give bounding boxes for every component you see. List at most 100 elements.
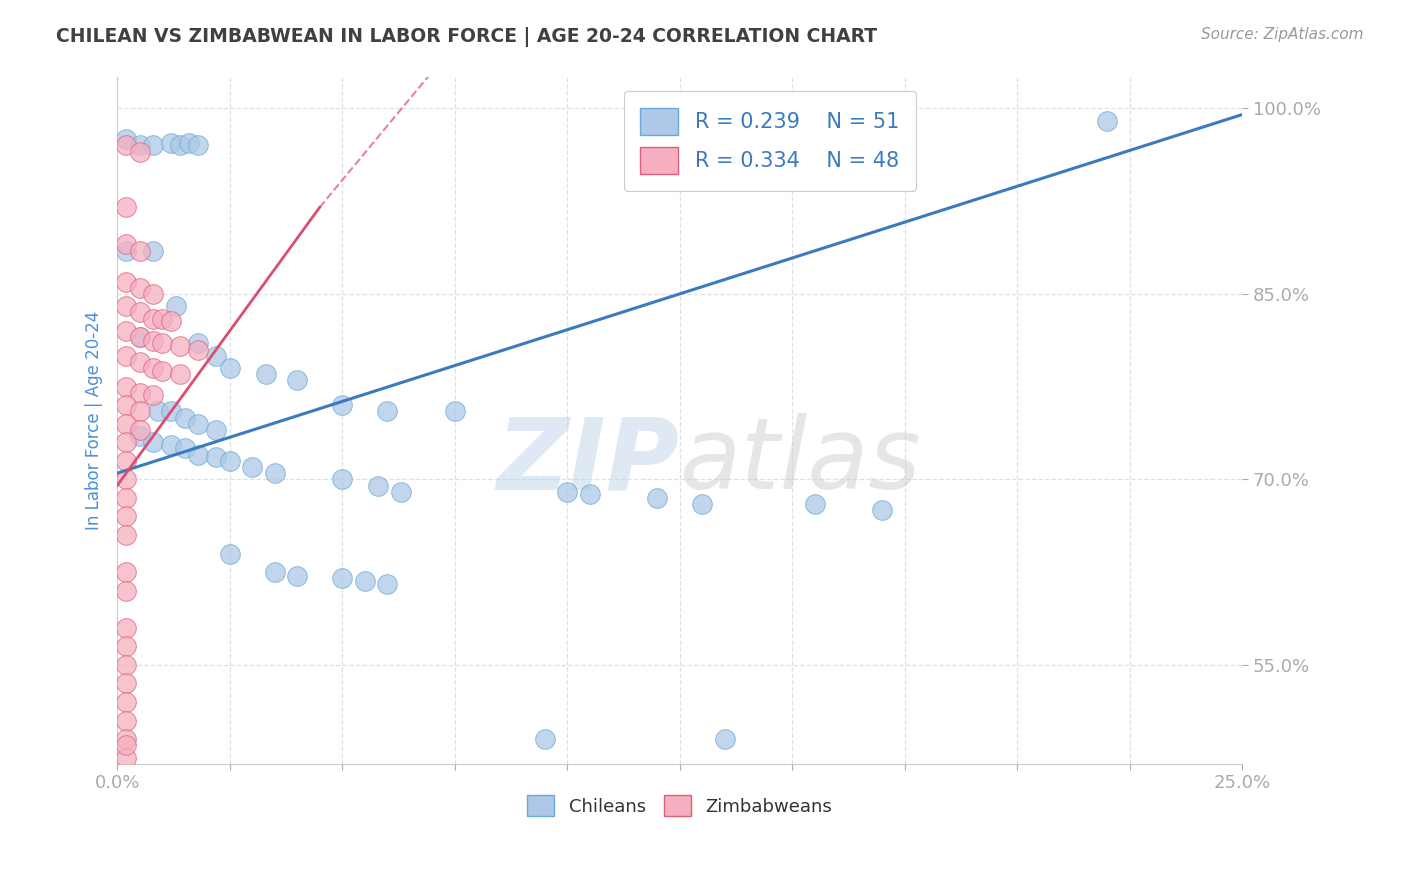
Point xyxy=(128,423,150,437)
Point xyxy=(254,368,277,382)
Point xyxy=(115,417,138,431)
Point xyxy=(128,330,150,344)
Point xyxy=(150,363,173,377)
Point xyxy=(160,438,183,452)
Point xyxy=(128,385,150,400)
Point xyxy=(128,330,150,344)
Point xyxy=(128,305,150,319)
Text: Source: ZipAtlas.com: Source: ZipAtlas.com xyxy=(1201,27,1364,42)
Point xyxy=(263,466,285,480)
Point xyxy=(205,450,228,464)
Point xyxy=(205,423,228,437)
Point xyxy=(115,583,138,598)
Point xyxy=(187,336,209,351)
Point xyxy=(330,472,353,486)
Point xyxy=(285,569,308,583)
Point xyxy=(533,732,555,747)
Point xyxy=(240,460,263,475)
Point xyxy=(128,138,150,153)
Point xyxy=(115,640,138,654)
Point xyxy=(205,349,228,363)
Point xyxy=(142,435,165,450)
Point xyxy=(218,361,240,376)
Point xyxy=(115,299,138,313)
Point xyxy=(115,509,138,524)
Point xyxy=(142,388,165,402)
Text: atlas: atlas xyxy=(679,413,921,510)
Point xyxy=(169,368,191,382)
Point xyxy=(187,343,209,357)
Point xyxy=(128,145,150,159)
Point xyxy=(115,324,138,338)
Point xyxy=(218,454,240,468)
Point xyxy=(115,379,138,393)
Point xyxy=(142,361,165,376)
Point xyxy=(142,244,165,258)
Point xyxy=(115,565,138,579)
Point xyxy=(142,311,165,326)
Point xyxy=(115,132,138,146)
Point xyxy=(115,454,138,468)
Point xyxy=(187,448,209,462)
Text: ZIP: ZIP xyxy=(496,413,679,510)
Point xyxy=(115,237,138,252)
Point xyxy=(115,695,138,709)
Text: CHILEAN VS ZIMBABWEAN IN LABOR FORCE | AGE 20-24 CORRELATION CHART: CHILEAN VS ZIMBABWEAN IN LABOR FORCE | A… xyxy=(56,27,877,46)
Point xyxy=(1097,113,1119,128)
Point xyxy=(187,138,209,153)
Point xyxy=(173,442,195,456)
Point xyxy=(160,404,183,418)
Point xyxy=(645,491,668,505)
Point xyxy=(218,547,240,561)
Point xyxy=(173,410,195,425)
Legend: Chileans, Zimbabweans: Chileans, Zimbabweans xyxy=(520,789,839,823)
Point xyxy=(389,484,412,499)
Point xyxy=(142,286,165,301)
Point xyxy=(150,336,173,351)
Point xyxy=(115,676,138,690)
Point xyxy=(115,200,138,214)
Point xyxy=(285,374,308,388)
Point xyxy=(128,281,150,295)
Point xyxy=(169,138,191,153)
Point xyxy=(115,714,138,728)
Point xyxy=(803,497,825,511)
Point xyxy=(330,571,353,585)
Point xyxy=(160,314,183,328)
Point xyxy=(115,244,138,258)
Point xyxy=(330,398,353,412)
Y-axis label: In Labor Force | Age 20-24: In Labor Force | Age 20-24 xyxy=(86,311,103,530)
Point xyxy=(115,398,138,412)
Point xyxy=(128,355,150,369)
Point xyxy=(367,478,389,492)
Point xyxy=(142,138,165,153)
Point xyxy=(115,275,138,289)
Point xyxy=(115,491,138,505)
Point xyxy=(375,404,398,418)
Point xyxy=(187,417,209,431)
Point xyxy=(578,487,600,501)
Point xyxy=(713,732,735,747)
Point xyxy=(128,429,150,443)
Point xyxy=(169,339,191,353)
Point xyxy=(160,136,183,150)
Point xyxy=(115,349,138,363)
Point xyxy=(115,138,138,153)
Point xyxy=(353,574,375,588)
Point xyxy=(115,528,138,542)
Point xyxy=(150,311,173,326)
Point xyxy=(128,404,150,418)
Point xyxy=(263,565,285,579)
Point xyxy=(690,497,713,511)
Point xyxy=(142,334,165,348)
Point xyxy=(870,503,893,517)
Point xyxy=(128,244,150,258)
Point xyxy=(443,404,465,418)
Point xyxy=(115,732,138,747)
Point xyxy=(115,657,138,672)
Point xyxy=(179,136,201,150)
Point xyxy=(555,484,578,499)
Point xyxy=(115,750,138,764)
Point xyxy=(115,739,138,753)
Point xyxy=(375,577,398,591)
